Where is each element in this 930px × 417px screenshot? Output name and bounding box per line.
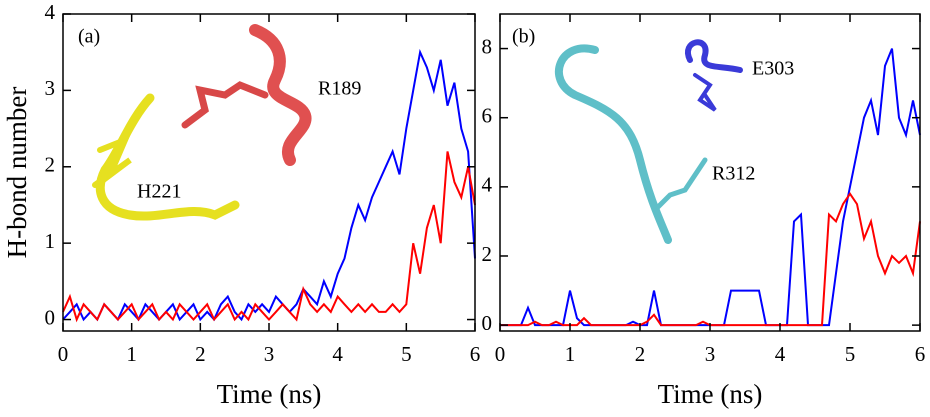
x-tick-label: 4 xyxy=(775,342,786,366)
x-tick-label: 1 xyxy=(126,342,137,366)
x-axis-label: Time (ns) xyxy=(217,379,322,409)
x-tick-label: 0 xyxy=(58,342,69,366)
x-tick-label: 3 xyxy=(264,342,275,366)
y-axis-label: H-bond number xyxy=(2,87,32,259)
y-tick-label: 4 xyxy=(482,173,493,197)
y-tick-label: 2 xyxy=(482,242,493,266)
molecule-h221 xyxy=(92,93,240,221)
y-tick-label: 2 xyxy=(45,153,56,177)
y-tick-label: 3 xyxy=(45,76,56,100)
plot-frame xyxy=(62,13,476,332)
x-tick-label: 2 xyxy=(635,342,646,366)
y-tick-label: 0 xyxy=(482,311,493,335)
x-tick-label: 2 xyxy=(195,342,206,366)
x-tick-label: 3 xyxy=(705,342,716,366)
y-tick-label: 8 xyxy=(482,34,493,58)
x-tick-label: 1 xyxy=(565,342,576,366)
y-tick-label: 1 xyxy=(45,229,56,253)
molecule-r312 xyxy=(554,44,708,244)
annotation: R312 xyxy=(712,163,755,185)
x-tick-label: 4 xyxy=(332,342,343,366)
series-line xyxy=(500,192,921,327)
series-line xyxy=(62,151,476,323)
x-tick-label: 6 xyxy=(915,342,926,366)
annotation: R189 xyxy=(318,78,361,100)
y-tick-label: 4 xyxy=(45,0,56,24)
annotation: (b) xyxy=(512,26,535,48)
x-tick-label: 5 xyxy=(845,342,856,366)
x-tick-label: 5 xyxy=(401,342,412,366)
annotation: E303 xyxy=(752,58,794,80)
series-line xyxy=(62,48,476,322)
y-tick-label: 0 xyxy=(45,305,56,329)
annotation: (a) xyxy=(78,26,100,48)
molecule-e303 xyxy=(685,39,743,112)
x-tick-label: 0 xyxy=(495,342,506,366)
x-axis-label: Time (ns) xyxy=(658,379,763,409)
y-tick-label: 6 xyxy=(482,104,493,128)
x-tick-label: 6 xyxy=(470,342,481,366)
molecule-r189 xyxy=(181,24,312,166)
annotation: H221 xyxy=(137,181,181,203)
